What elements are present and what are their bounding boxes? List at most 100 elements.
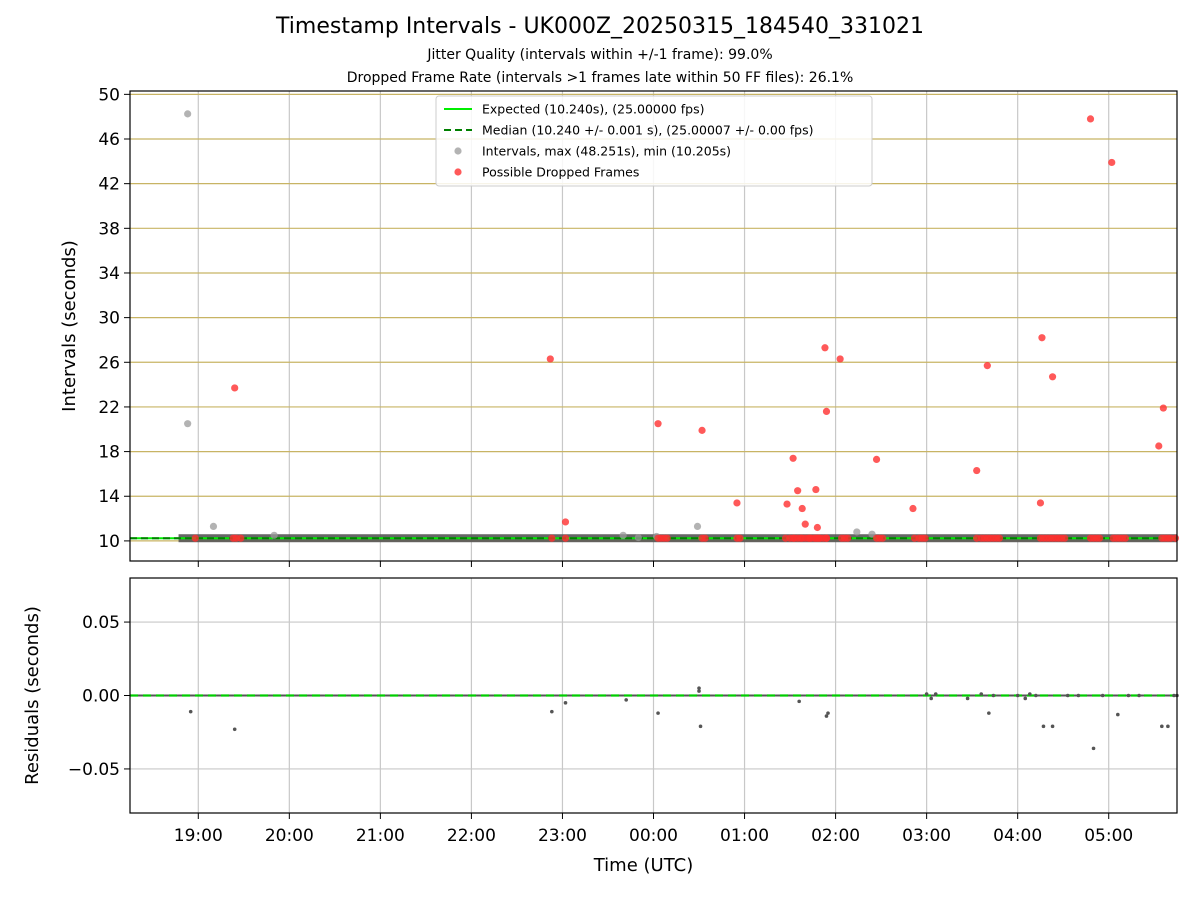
x-axis-label: Time (UTC) <box>593 855 694 876</box>
residual-point <box>1116 712 1120 717</box>
dropped-frame-point <box>1121 534 1130 542</box>
bottom-axes-frame <box>129 577 1178 814</box>
residual-point <box>1015 693 1020 698</box>
residual-point <box>1023 696 1028 701</box>
residual-point <box>1034 693 1038 698</box>
dropped-frame-point <box>821 344 829 352</box>
x-tick-label: 21:00 <box>356 826 405 846</box>
x-tick-label: 04:00 <box>993 826 1042 846</box>
dropped-frame-point <box>1171 534 1180 542</box>
interval-point <box>184 420 192 428</box>
x-tick-label: 19:00 <box>174 826 223 846</box>
residual-point <box>1028 692 1032 696</box>
residual-point <box>1172 693 1176 698</box>
residual-point <box>933 692 938 696</box>
residual-point <box>1050 724 1055 729</box>
dropped-frame-point <box>789 454 797 462</box>
dropped-frame-point <box>973 466 981 475</box>
legend-box <box>435 95 873 187</box>
dropped-frame-point <box>798 534 806 542</box>
dropped-frame-point <box>1096 534 1104 542</box>
dropped-frame-point <box>1061 534 1069 542</box>
dropped-frame-point <box>836 355 844 363</box>
residual-point <box>987 711 991 715</box>
residual-point <box>656 711 660 715</box>
dropped-frame-point <box>561 518 570 526</box>
legend-intervals-label: Intervals, max (48.251s), min (10.205s) <box>482 144 731 159</box>
interval-point <box>184 110 192 118</box>
y-tick-label: 10 <box>98 532 120 552</box>
residual-point <box>1065 693 1070 698</box>
dropped-frame-point <box>546 355 554 363</box>
y-tick-label: −0.05 <box>68 760 120 780</box>
residual-point <box>929 696 933 701</box>
dropped-frame-point <box>1108 158 1116 167</box>
dropped-frame-point <box>1038 334 1046 342</box>
dropped-frame-point <box>801 520 809 528</box>
dropped-frame-point <box>995 534 1004 542</box>
residual-point <box>924 692 929 696</box>
residual-point <box>697 686 701 690</box>
x-tick-label: 02:00 <box>811 826 860 846</box>
residual-point <box>697 689 701 693</box>
residual-point <box>797 699 801 704</box>
residuals-panel: 19:00 20:00 21:00 22:00 23:00 00:00 01:00 02:00… <box>22 577 1179 876</box>
x-tick-label: 03:00 <box>902 826 951 846</box>
dropped-frame-point <box>663 534 671 542</box>
residual-point <box>698 724 703 729</box>
dropped-frame-point <box>798 504 806 513</box>
dropped-frame-point <box>983 362 991 370</box>
legend-intervals-swatch <box>454 147 462 155</box>
y-tick-label: 42 <box>98 175 120 195</box>
x-tick-label: 23:00 <box>538 826 587 846</box>
y-axis-label: Intervals (seconds) <box>59 240 80 412</box>
residual-point <box>1126 693 1131 698</box>
interval-point <box>853 528 861 536</box>
residual-point <box>965 696 970 701</box>
dropped-frame-point <box>736 534 744 542</box>
dropped-frame-point <box>879 534 887 542</box>
y-tick-label: 0.00 <box>82 687 120 707</box>
residual-point <box>550 709 554 714</box>
dropped-frame-point <box>698 426 706 434</box>
residual-point <box>1091 746 1096 751</box>
dropped-frame-point <box>733 499 741 507</box>
interval-point <box>693 522 702 530</box>
residual-point <box>624 698 628 702</box>
residual-point <box>979 692 984 696</box>
legend-median-label: Median (10.240 +/- 0.001 s), (25.00007 +… <box>482 123 813 138</box>
residual-point <box>826 711 830 715</box>
x-tick-label: 00:00 <box>629 826 678 846</box>
dropped-frame-point <box>822 534 831 542</box>
dropped-frame-point <box>231 384 239 392</box>
y-tick-label: 22 <box>98 398 120 418</box>
dropped-frame-point <box>815 534 823 542</box>
residual-point <box>1041 724 1046 729</box>
dropped-frame-point <box>1048 373 1057 381</box>
y-tick-label: 18 <box>98 443 120 463</box>
dropped-frame-point <box>909 504 917 513</box>
residual-point <box>188 709 193 714</box>
dropped-frame-point <box>813 523 821 532</box>
dropped-frame-point <box>1036 499 1045 507</box>
dropped-frame-point <box>844 534 852 542</box>
residuals-y-axis-label: Residuals (seconds) <box>22 606 43 785</box>
dropped-frame-point <box>1086 115 1095 123</box>
residual-point <box>991 693 996 698</box>
legend-dropped-label: Possible Dropped Frames <box>482 165 639 180</box>
chart-subtitle-jitter: Jitter Quality (intervals within +/-1 fr… <box>427 47 773 63</box>
legend-dropped-swatch <box>454 168 462 176</box>
y-tick-label: 50 <box>98 85 120 105</box>
dropped-frame-point <box>812 485 820 494</box>
dropped-frame-point <box>806 534 814 542</box>
dropped-frame-point <box>1155 442 1163 450</box>
residual-point <box>1160 724 1164 729</box>
dropped-frame-point <box>822 407 831 416</box>
x-tick-label: 22:00 <box>447 826 496 846</box>
y-tick-label: 30 <box>98 309 120 329</box>
y-tick-label: 14 <box>98 487 120 507</box>
intervals-panel: 10 14 18 22 26 30 34 38 42 46 50 Intervals (seconds… <box>59 85 1180 567</box>
x-tick-label: 01:00 <box>720 826 769 846</box>
dropped-frame-point <box>561 534 570 542</box>
